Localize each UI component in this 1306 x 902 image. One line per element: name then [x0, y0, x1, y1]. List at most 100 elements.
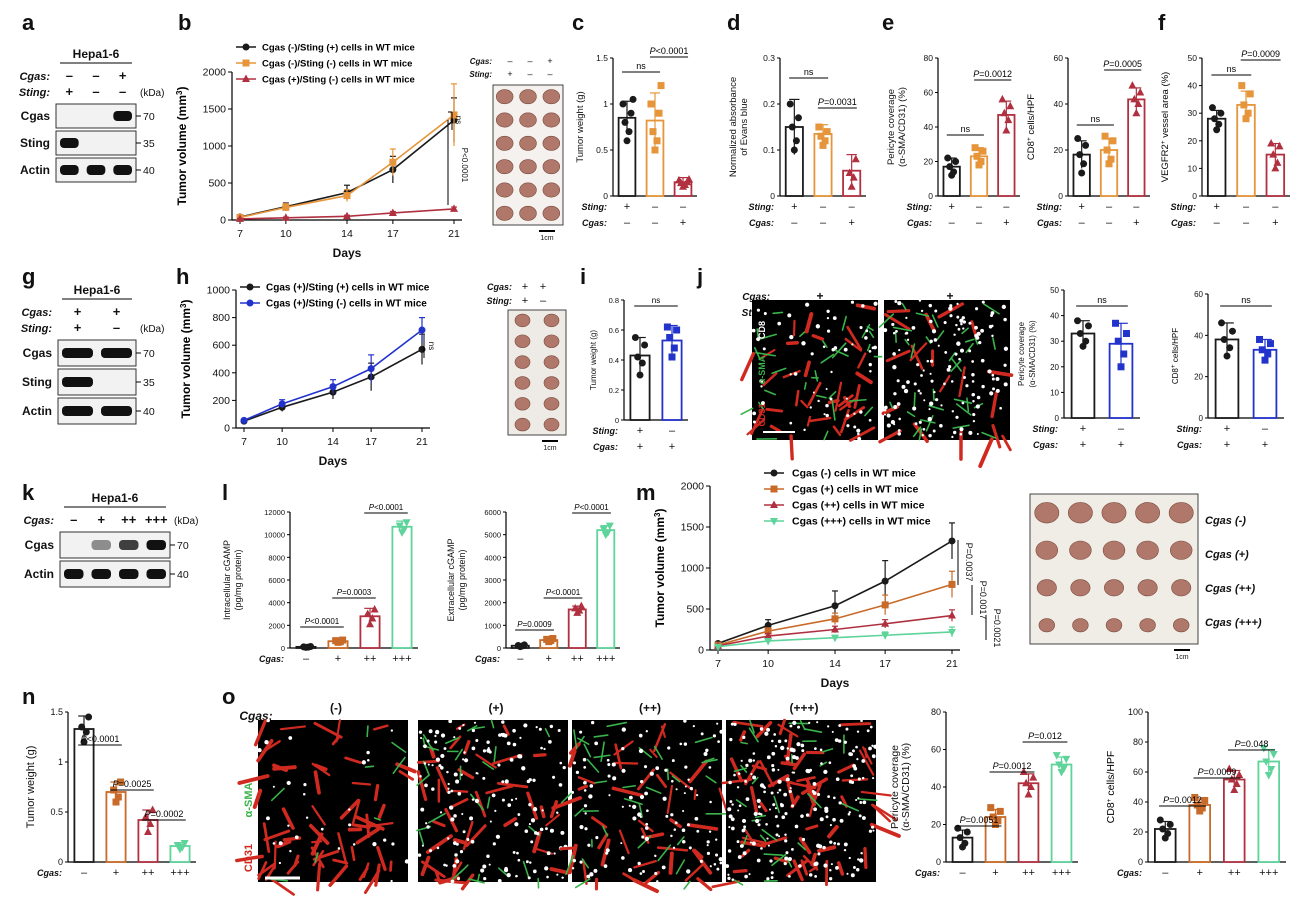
asma-signal: [803, 381, 807, 390]
comparison-label: P=0.0009: [1241, 49, 1280, 59]
data-point: [1275, 141, 1284, 150]
cd8-cell: [829, 823, 832, 827]
y-tick-label: 10: [1188, 163, 1198, 173]
data-point: [1109, 137, 1117, 145]
cd8-cell: [305, 816, 309, 819]
cd8-cell: [859, 325, 863, 330]
tumor: [514, 397, 531, 411]
cd8-cell: [448, 805, 454, 810]
cd31-vessel: [804, 312, 814, 334]
kda-label: (kDa): [140, 88, 164, 99]
y-axis-label: Tumor volume (mm3): [175, 87, 189, 206]
cd8-cell: [778, 835, 781, 838]
cd8-cell: [457, 791, 462, 796]
cd8-cell: [561, 876, 564, 879]
cd8-cell: [594, 741, 599, 746]
cd8-cell: [337, 847, 341, 850]
cd8-cell: [745, 797, 750, 802]
condition-value: ++: [571, 653, 584, 665]
micrograph-o3: [551, 719, 730, 894]
cd31-vessel: [503, 817, 517, 828]
asma-signal: [799, 719, 806, 731]
y-tick-label: 1000: [207, 285, 231, 297]
cd8-cell: [714, 853, 719, 857]
cd8-cell: [495, 834, 501, 839]
cd8-cell: [512, 728, 516, 733]
cd8-cell: [681, 839, 686, 844]
asma-signal: [866, 343, 871, 352]
cd8-cell: [729, 737, 733, 742]
data-point: [847, 182, 856, 190]
x-tick-label: 17: [365, 436, 377, 448]
condition-value: –: [976, 201, 983, 213]
condition-value: –: [820, 201, 827, 213]
cd31-vessel: [780, 761, 798, 767]
cd8-cell: [819, 817, 824, 822]
data-point: [1217, 109, 1225, 117]
cd8-cell: [488, 750, 492, 754]
cd8-cell: [684, 765, 688, 769]
data-point: [80, 738, 88, 746]
asma-signal: [606, 721, 628, 728]
data-point: [1269, 751, 1278, 759]
micrograph-o1: [235, 718, 417, 896]
cd8-cell: [348, 823, 352, 827]
comparison-label: P<0.0001: [369, 503, 404, 512]
asma-signal: [764, 389, 776, 396]
data-point: [236, 214, 244, 222]
cd31-vessel: [502, 724, 510, 736]
cd8-cell: [759, 727, 764, 731]
micro-cgas-value: +: [816, 289, 823, 303]
data-point: [714, 643, 722, 652]
data-point: [815, 123, 823, 131]
cd8-cell: [814, 875, 818, 878]
cd8-cell: [800, 743, 805, 748]
condition-value: –: [1214, 217, 1221, 229]
cd8-cell: [846, 424, 850, 428]
cd8-cell: [649, 771, 654, 776]
y-axis-label: Tumor volume (mm3): [179, 300, 193, 419]
data-point: [282, 203, 290, 211]
blot-condition-value: –: [113, 320, 120, 335]
cd8-cell: [504, 866, 508, 871]
data-point: [956, 834, 964, 842]
asma-signal: [848, 398, 867, 402]
cd31-vessel: [310, 832, 324, 856]
data-point: [786, 100, 794, 108]
cd8-cell: [740, 759, 743, 762]
cd8-cell: [928, 408, 931, 411]
panel-letter-e: e: [882, 10, 894, 35]
cd8-cell: [976, 395, 981, 400]
cd8-cell: [971, 392, 976, 397]
data-point: [831, 634, 839, 643]
cd8-cell: [535, 726, 538, 729]
cd8-cell: [927, 416, 932, 422]
cd8-cell: [853, 766, 858, 771]
tumor: [514, 417, 531, 432]
cd8-cell: [869, 369, 872, 373]
asma-signal: [910, 343, 916, 359]
data-point: [961, 839, 969, 847]
cd8-cell: [855, 745, 858, 749]
data-point: [641, 341, 649, 349]
cd8-cell: [988, 324, 993, 329]
cd8-cell: [450, 789, 454, 793]
data-point: [363, 609, 372, 617]
channel-label: CD31: [243, 844, 255, 872]
cd8-cell: [857, 432, 860, 436]
photo-frame: [507, 309, 567, 436]
cd8-cell: [825, 815, 829, 819]
cd8-cell: [926, 359, 930, 363]
series-2: [236, 204, 458, 222]
cd31-vessel: [351, 781, 372, 786]
cd8-cell: [812, 782, 817, 786]
data-point: [599, 526, 608, 534]
cd8-cell: [789, 421, 793, 425]
cd8-cell: [765, 822, 768, 826]
asma-signal: [391, 741, 407, 753]
comparison-label: ns: [1091, 114, 1101, 124]
tumor: [542, 205, 561, 221]
asma-signal: [894, 330, 897, 343]
